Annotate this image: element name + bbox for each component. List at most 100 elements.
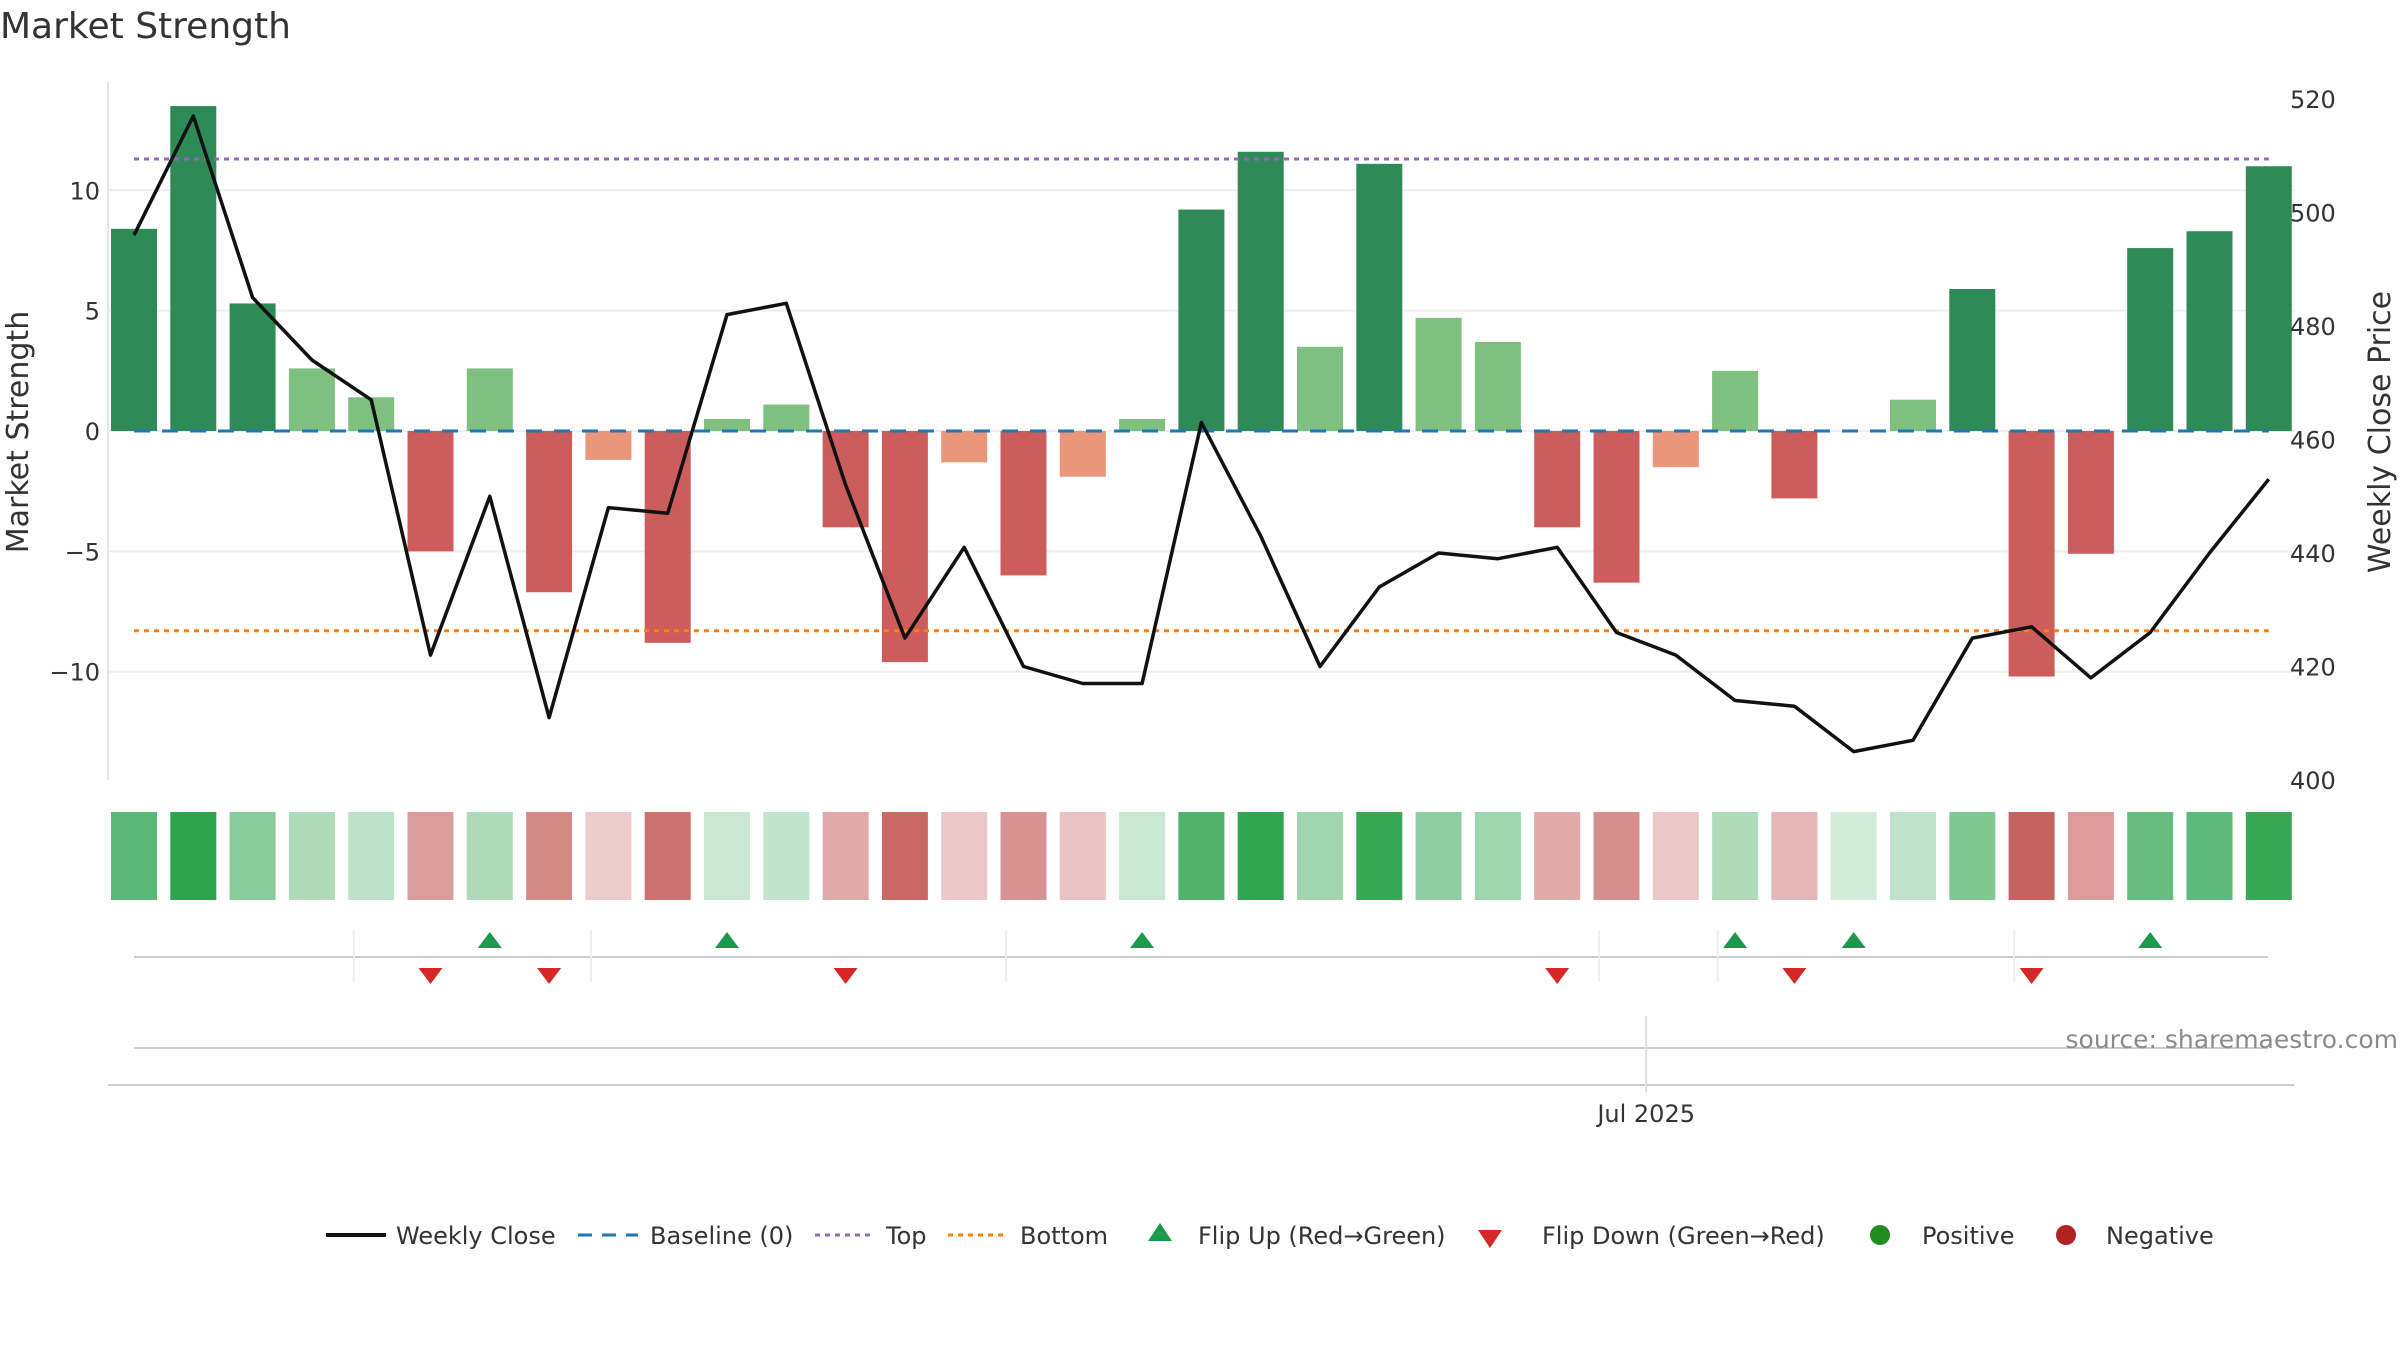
legend-positive-label: Positive [1922,1222,2015,1250]
heat-cell-4 [348,812,395,900]
heat-cell-24 [1534,812,1581,900]
heat-cell-9 [644,812,691,900]
flip-up-marker-2 [1130,932,1155,948]
strength-bar-1 [170,106,217,431]
strength-bar-6 [466,368,513,431]
flip-down-marker-0 [418,968,443,984]
heat-cell-19 [1237,812,1284,900]
heat-cell-34 [2127,812,2174,900]
heat-cell-30 [1890,812,1936,900]
flip-down-marker-2 [833,968,858,984]
source-text: source: sharemaestro.com [2066,1025,2399,1054]
weekly-close-polyline [132,114,2271,754]
strength-bar-7 [526,431,573,593]
left-axis-ticks: 10 5 0 −5 −10 [49,177,100,686]
right-axis-label: Weekly Close Price [2363,291,2398,573]
strength-bar-25 [1593,431,1640,583]
heat-cell-20 [1297,812,1343,900]
heat-cell-16 [1059,812,1106,900]
strength-bars [111,106,2292,677]
right-tick-label-4: 440 [2290,540,2336,568]
strength-bar-8 [585,431,632,460]
strength-bar-33 [2067,431,2114,554]
heat-cell-17 [1119,812,1166,900]
heat-cell-1 [170,812,217,900]
flip-up-marker-3 [1723,932,1748,948]
legend-negative-label: Negative [2106,1222,2214,1250]
heat-cell-3 [288,812,335,900]
strength-bar-34 [2127,248,2174,431]
flip-down-marker-4 [1782,968,1807,984]
strength-bar-18 [1178,209,1225,431]
flip-up-marker-0 [477,932,502,948]
strength-heat-strip [111,812,2292,900]
strength-bar-27 [1712,370,1759,431]
legend-flip-down-icon [1478,1230,1502,1248]
heat-cell-22 [1415,812,1462,900]
strength-bar-35 [2186,231,2233,431]
legend-weekly-close-label: Weekly Close [396,1222,556,1250]
heat-cell-7 [526,812,573,900]
time-panel: Jul 2025 source: sharemaestro.com [108,1016,2398,1128]
strength-bar-10 [704,418,750,431]
heat-cell-12 [822,812,869,900]
strength-bar-15 [1000,431,1047,576]
heat-cell-5 [407,812,454,900]
heat-cell-28 [1771,812,1818,900]
heat-cell-14 [941,812,988,900]
heat-cell-8 [585,812,632,900]
strength-bar-23 [1474,341,1521,431]
heat-cell-26 [1652,812,1699,900]
heat-cell-36 [2245,812,2292,900]
strength-bar-2 [229,303,276,431]
flip-up-marker-4 [1841,932,1866,948]
heat-cell-25 [1593,812,1640,900]
legend-negative-icon [2056,1225,2076,1245]
left-tick-label-3: −5 [65,538,100,566]
heat-cell-31 [1949,812,1996,900]
strength-bar-5 [407,431,454,552]
heat-cell-23 [1474,812,1521,900]
right-tick-label-5: 420 [2290,654,2336,682]
strength-bar-22 [1415,317,1462,431]
legend-bottom-label: Bottom [1020,1222,1108,1250]
heat-cell-10 [704,812,750,900]
left-tick-label-2: 0 [85,418,100,446]
flip-down-marker-1 [537,968,562,984]
strength-bar-31 [1949,288,1996,431]
flip-down-marker-3 [1545,968,1570,984]
reference-lines [134,157,2269,633]
strength-bar-20 [1297,346,1343,431]
heat-cell-6 [466,812,513,900]
left-tick-label-1: 5 [85,298,100,326]
heat-cell-33 [2067,812,2114,900]
strength-bar-14 [941,431,988,463]
strength-bar-17 [1119,418,1166,431]
strength-bar-13 [881,431,928,663]
left-tick-label-4: −10 [49,659,100,687]
flip-down-marker-5 [2019,968,2044,984]
heat-cell-11 [763,812,810,900]
right-tick-label-2: 480 [2290,313,2336,341]
strength-bar-19 [1237,151,1284,432]
right-tick-label-1: 500 [2290,200,2336,228]
heat-cell-21 [1356,812,1403,900]
strength-bar-16 [1059,431,1106,477]
heat-cell-0 [111,812,157,900]
strength-bar-30 [1890,399,1936,431]
legend-flip-down-label: Flip Down (Green→Red) [1542,1222,1825,1250]
strength-bar-28 [1771,431,1818,499]
chart-title: Market Strength [0,6,291,47]
left-tick-label-0: 10 [69,177,100,205]
heat-cell-27 [1712,812,1759,900]
x-tick-label: Jul 2025 [1595,1100,1695,1128]
heat-cell-13 [881,812,928,900]
right-tick-label-6: 400 [2290,767,2336,795]
heat-cell-29 [1830,812,1877,900]
legend-positive-icon [1870,1225,1890,1245]
heat-cell-35 [2186,812,2233,900]
legend-baseline-label: Baseline (0) [650,1222,793,1250]
weekly-close-line [132,114,2271,754]
legend: Weekly Close Baseline (0) Top Bottom Fli… [326,1222,2214,1250]
